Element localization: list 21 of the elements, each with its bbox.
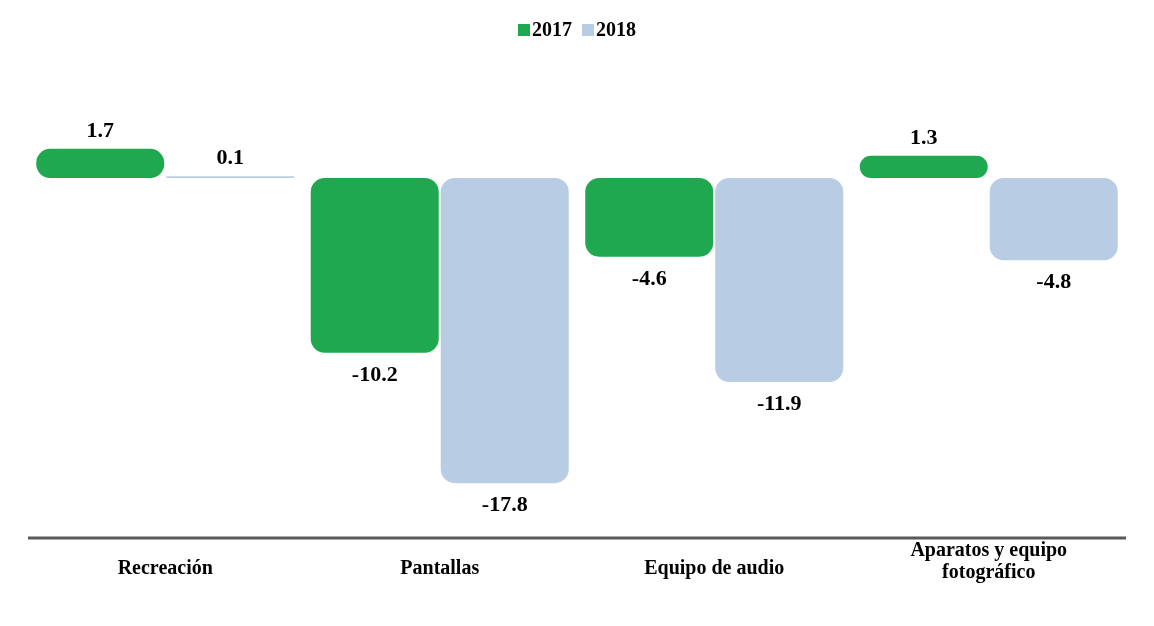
legend-label: 2017 bbox=[531, 18, 572, 41]
bar bbox=[989, 178, 1118, 261]
data-label: 0.1 bbox=[216, 144, 244, 170]
bar bbox=[859, 155, 988, 178]
legend-label: 2018 bbox=[595, 18, 636, 41]
bar bbox=[440, 178, 569, 484]
data-label: -4.6 bbox=[631, 264, 667, 290]
bar bbox=[715, 178, 844, 382]
x-tick-label: Pantallas bbox=[400, 556, 480, 578]
x-tick-label: Equipo de audio bbox=[644, 556, 785, 579]
data-label: 1.7 bbox=[86, 116, 114, 142]
data-label: 1.3 bbox=[909, 123, 938, 149]
data-label: -10.2 bbox=[351, 360, 398, 386]
bar bbox=[310, 178, 439, 353]
data-label: -11.9 bbox=[756, 390, 802, 415]
x-tick-label: Aparatos y equipo fotográfico bbox=[910, 538, 1068, 583]
data-label: -17.8 bbox=[481, 491, 528, 517]
data-label: -4.8 bbox=[1036, 268, 1072, 294]
bar bbox=[36, 148, 165, 178]
x-tick-label: Recreación bbox=[117, 556, 213, 578]
bar bbox=[585, 178, 714, 257]
